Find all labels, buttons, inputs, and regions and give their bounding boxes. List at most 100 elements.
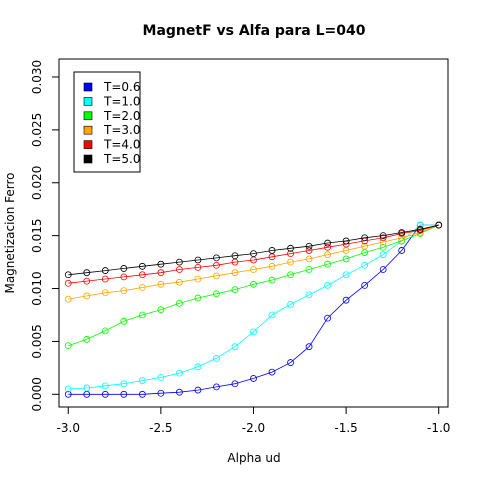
data-point — [342, 271, 350, 279]
data-point — [213, 290, 220, 298]
data-point — [194, 294, 202, 302]
data-point — [194, 275, 202, 283]
legend: T=0.6T=1.0T=2.0T=3.0T=4.0T=5.0 — [73, 71, 141, 173]
series-T=0.6 — [64, 221, 443, 398]
y-tick-label: 0.005 — [30, 324, 44, 358]
data-point — [83, 384, 91, 392]
data-point — [64, 279, 72, 287]
x-tick-label: -2.0 — [242, 421, 265, 435]
legend-swatch — [83, 97, 93, 106]
series-T=5.0 — [64, 221, 443, 279]
data-point — [157, 280, 165, 288]
data-point — [176, 369, 183, 377]
data-point — [268, 368, 276, 376]
data-point — [138, 390, 146, 398]
y-tick-label: 0.010 — [30, 271, 44, 305]
legend-item: T=1.0 — [83, 94, 140, 108]
data-point — [194, 386, 202, 394]
data-point — [101, 289, 109, 297]
data-point — [250, 250, 257, 258]
data-point — [176, 266, 183, 273]
data-point — [231, 252, 239, 260]
data-point — [231, 269, 239, 277]
data-point — [176, 278, 183, 286]
series-line — [68, 224, 439, 284]
data-point — [138, 271, 146, 279]
legend-label: T=3.0 — [103, 123, 140, 137]
legend-label: T=1.0 — [103, 94, 140, 108]
x-axis: -3.0 -2.5 -2.0 -1.5 -1.0 — [57, 406, 450, 435]
data-point — [64, 385, 72, 393]
data-point — [138, 284, 146, 291]
data-point — [231, 380, 239, 388]
data-point — [176, 299, 183, 307]
data-point — [194, 363, 202, 371]
x-tick-label: -3.0 — [57, 421, 80, 435]
data-point — [268, 276, 276, 284]
series-T=4.0 — [64, 221, 443, 287]
series-line — [68, 224, 439, 276]
data-point — [305, 343, 313, 351]
data-point — [305, 247, 313, 254]
data-point — [101, 382, 109, 390]
y-axis: 0.000 0.005 0.010 0.015 0.020 0.025 0.030 — [30, 60, 60, 411]
data-point — [361, 242, 369, 250]
data-point — [120, 265, 128, 272]
legend-swatch — [83, 125, 93, 135]
data-point — [101, 275, 109, 283]
data-point — [120, 287, 128, 295]
data-point — [268, 262, 276, 270]
legend-label: T=0.6 — [103, 80, 140, 94]
data-point — [324, 251, 331, 259]
data-point — [176, 388, 183, 396]
legend-label: T=5.0 — [103, 152, 140, 166]
data-point — [213, 354, 220, 362]
data-point — [287, 300, 294, 308]
y-tick-label: 0.030 — [30, 60, 44, 94]
data-point — [64, 271, 72, 279]
data-point — [83, 292, 91, 300]
data-point — [342, 237, 350, 245]
data-point — [305, 291, 313, 299]
data-point — [157, 389, 165, 397]
legend-item: T=5.0 — [83, 152, 140, 166]
legend-swatch — [83, 111, 93, 121]
series-T=1.0 — [64, 221, 443, 393]
data-point — [138, 377, 146, 384]
y-tick-label: 0.020 — [30, 166, 44, 200]
data-point — [305, 266, 313, 273]
data-point — [157, 306, 165, 314]
data-point — [213, 261, 220, 269]
data-point — [398, 229, 406, 236]
data-point — [268, 247, 276, 254]
data-point — [250, 266, 257, 273]
data-point — [120, 390, 128, 398]
legend-item: T=2.0 — [83, 109, 140, 123]
data-point — [250, 375, 257, 382]
data-point — [361, 261, 369, 269]
data-point — [83, 277, 91, 285]
data-point — [305, 255, 313, 263]
data-point — [361, 281, 369, 289]
data-point — [64, 295, 72, 303]
data-point — [324, 260, 331, 268]
data-point — [342, 255, 350, 263]
data-point — [101, 390, 109, 398]
x-axis-title: Alpha ud — [227, 451, 280, 465]
data-point — [250, 328, 257, 336]
series-line — [68, 224, 439, 347]
data-point — [213, 272, 220, 280]
chart-title: MagnetF vs Alfa para L=040 — [143, 23, 366, 39]
data-point — [231, 286, 239, 293]
y-tick-label: 0.000 — [30, 377, 44, 411]
data-point — [342, 296, 350, 304]
data-point — [305, 242, 313, 250]
data-point — [416, 221, 424, 229]
legend-swatch — [83, 82, 93, 92]
data-point — [138, 262, 146, 270]
data-point — [324, 243, 331, 251]
legend-label: T=4.0 — [103, 138, 140, 152]
data-point — [157, 269, 165, 277]
x-tick-label: -1.5 — [334, 421, 357, 435]
